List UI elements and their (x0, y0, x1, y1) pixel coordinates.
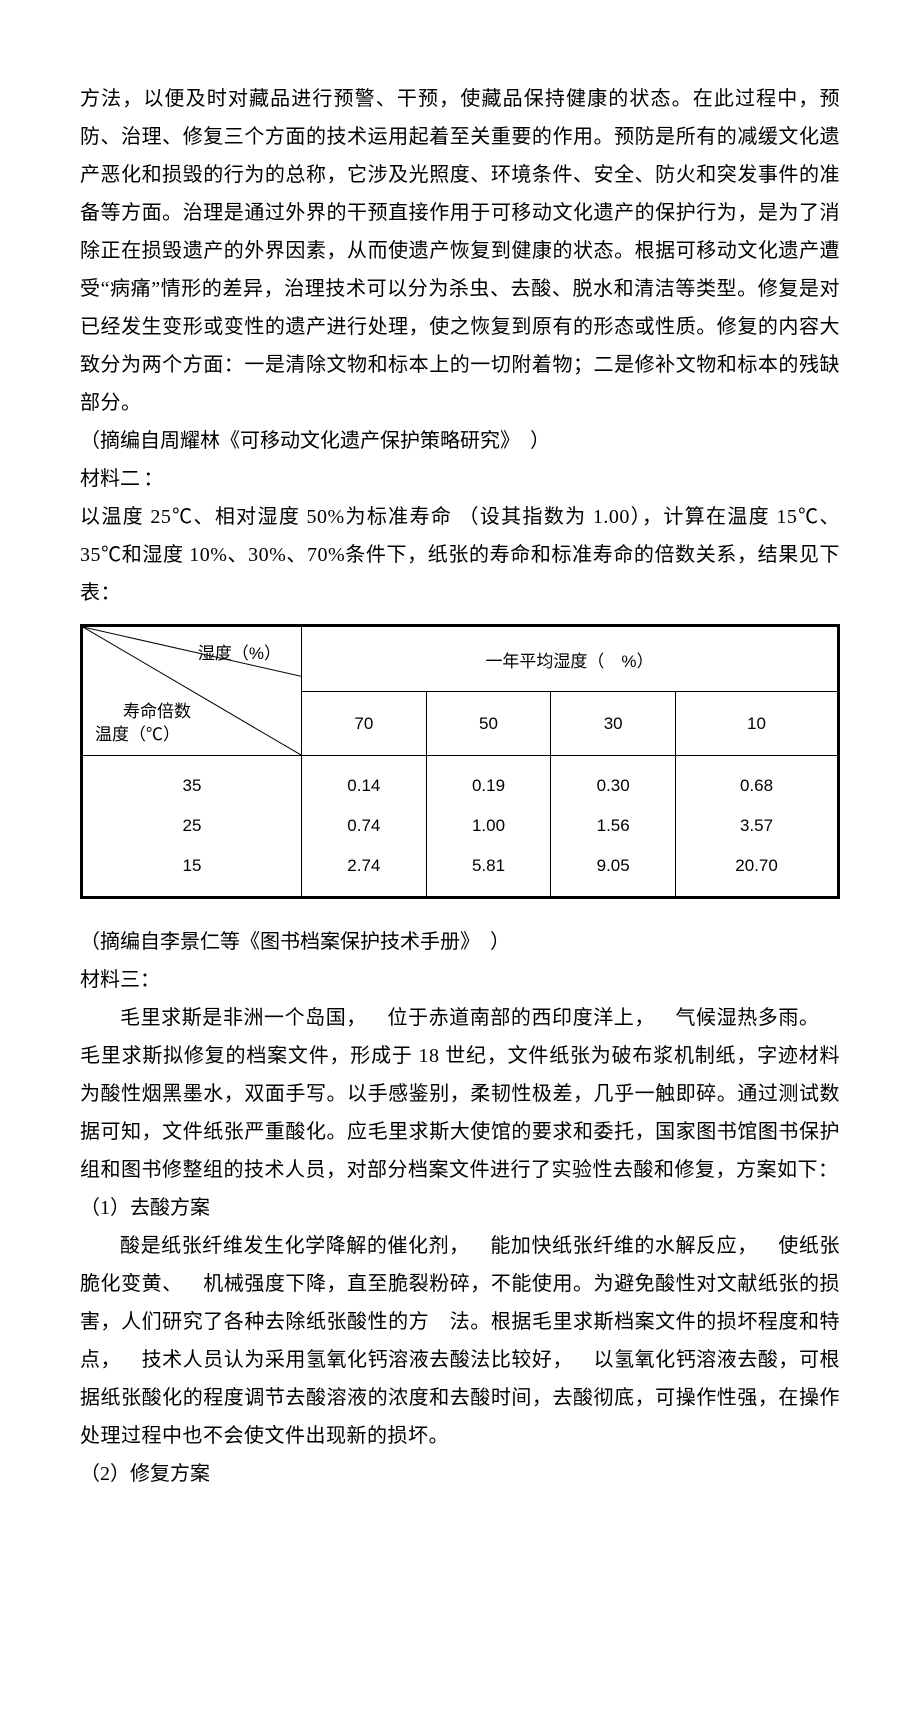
table-cell: 1.00 (426, 806, 551, 846)
table-row: 15 2.74 5.81 9.05 20.70 (82, 846, 839, 898)
body-paragraph-4: 酸是纸张纤维发生化学降解的催化剂， 能加快纸张纤维的水解反应， 使纸张脆化变黄、… (80, 1227, 840, 1455)
table-cell: 3.57 (676, 806, 839, 846)
body-paragraph-1: 方法，以便及时对藏品进行预警、干预，使藏品保持健康的状态。在此过程中，预防、治理… (80, 80, 840, 422)
source-citation-2: （摘编自李景仁等《图书档案保护技术手册》 ） (80, 923, 840, 961)
diag-humidity-label: 湿度（%） (198, 639, 281, 664)
section-1-label: （1）去酸方案 (80, 1189, 840, 1227)
table-cell: 5.81 (426, 846, 551, 898)
body-paragraph-2: 以温度 25℃、相对湿度 50%为标准寿命 （设其指数为 1.00），计算在温度… (80, 498, 840, 612)
body-paragraph-3: 毛里求斯是非洲一个岛国， 位于赤道南部的西印度洋上， 气候湿热多雨。 毛里求斯拟… (80, 999, 840, 1189)
material-2-label: 材料二 ： (80, 460, 840, 498)
table-cell: 1.56 (551, 806, 676, 846)
table-row-header: 35 (82, 756, 302, 807)
table-row-header: 15 (82, 846, 302, 898)
table-col-header: 70 (302, 692, 427, 756)
table-cell: 0.14 (302, 756, 427, 807)
table-col-header: 10 (676, 692, 839, 756)
table-row-header: 25 (82, 806, 302, 846)
table-row: 25 0.74 1.00 1.56 3.57 (82, 806, 839, 846)
table-cell: 0.74 (302, 806, 427, 846)
diag-multiplier-label: 寿命倍数 (123, 697, 191, 722)
table-cell: 0.68 (676, 756, 839, 807)
section-2-label: （2）修复方案 (80, 1455, 840, 1493)
table-cell: 20.70 (676, 846, 839, 898)
lifespan-table: 湿度（%） 寿命倍数 温度（℃） 一年平均湿度（ %） 70 50 30 10 … (80, 624, 840, 899)
diag-temperature-label: 温度（℃） (95, 720, 180, 745)
table-col-header: 30 (551, 692, 676, 756)
table-diagonal-header: 湿度（%） 寿命倍数 温度（℃） (82, 626, 302, 756)
table-cell: 0.30 (551, 756, 676, 807)
table-cell: 2.74 (302, 846, 427, 898)
table-cell: 0.19 (426, 756, 551, 807)
table-row: 35 0.14 0.19 0.30 0.68 (82, 756, 839, 807)
material-3-label: 材料三： (80, 961, 840, 999)
source-citation-1: （摘编自周耀林《可移动文化遗产保护策略研究》 ） (80, 422, 840, 460)
table-header-span: 一年平均湿度（ %） (302, 626, 839, 692)
table-cell: 9.05 (551, 846, 676, 898)
table-col-header: 50 (426, 692, 551, 756)
